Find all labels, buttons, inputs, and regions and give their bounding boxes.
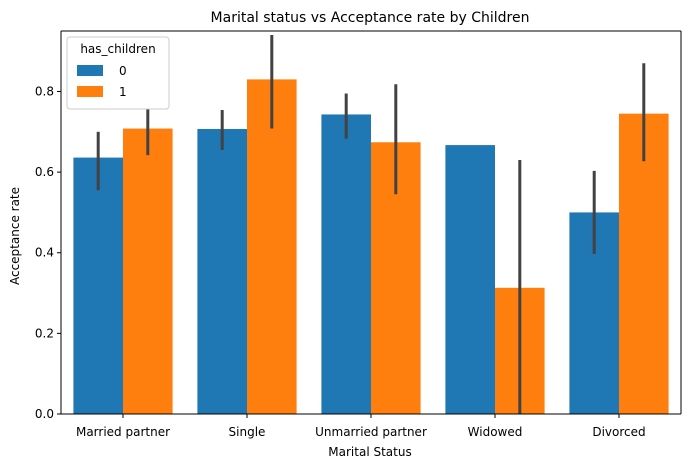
y-tick-label: 0.8 — [35, 84, 54, 98]
bar-0-3 — [445, 145, 495, 414]
x-tick-label: Widowed — [468, 425, 523, 439]
legend-swatch-1 — [77, 86, 103, 97]
bar-0-0 — [73, 157, 123, 414]
x-tick-label: Unmarried partner — [315, 425, 427, 439]
x-axis-label: Marital Status — [328, 445, 411, 459]
axes: 0.0 0.2 0.4 0.6 0.8 Married partner Single Unma… — [35, 30, 682, 439]
legend-label-0: 0 — [119, 64, 127, 78]
legend: has_children 0 1 — [66, 36, 170, 110]
bar-0-2 — [321, 114, 371, 414]
bar-1-0 — [123, 128, 173, 414]
bar-1-1 — [247, 79, 297, 414]
y-tick-label: 0.4 — [35, 246, 54, 260]
chart-title: Marital status vs Acceptance rate by Chi… — [211, 10, 530, 26]
bars-layer — [73, 79, 669, 415]
bar-0-1 — [197, 128, 247, 414]
error-bars-layer — [96, 35, 646, 414]
bar-1-4 — [619, 113, 669, 415]
y-axis-label: Acceptance rate — [8, 187, 22, 285]
y-tick-label: 0.6 — [35, 165, 54, 179]
y-tick-label: 0.0 — [35, 407, 54, 421]
x-tick-label: Married partner — [76, 425, 170, 439]
x-tick-label: Divorced — [592, 425, 645, 439]
y-tick-label: 0.2 — [35, 326, 54, 340]
legend-label-1: 1 — [119, 85, 127, 99]
legend-title: has_children — [80, 42, 155, 56]
x-tick-label: Single — [229, 425, 266, 439]
legend-swatch-0 — [77, 65, 103, 76]
